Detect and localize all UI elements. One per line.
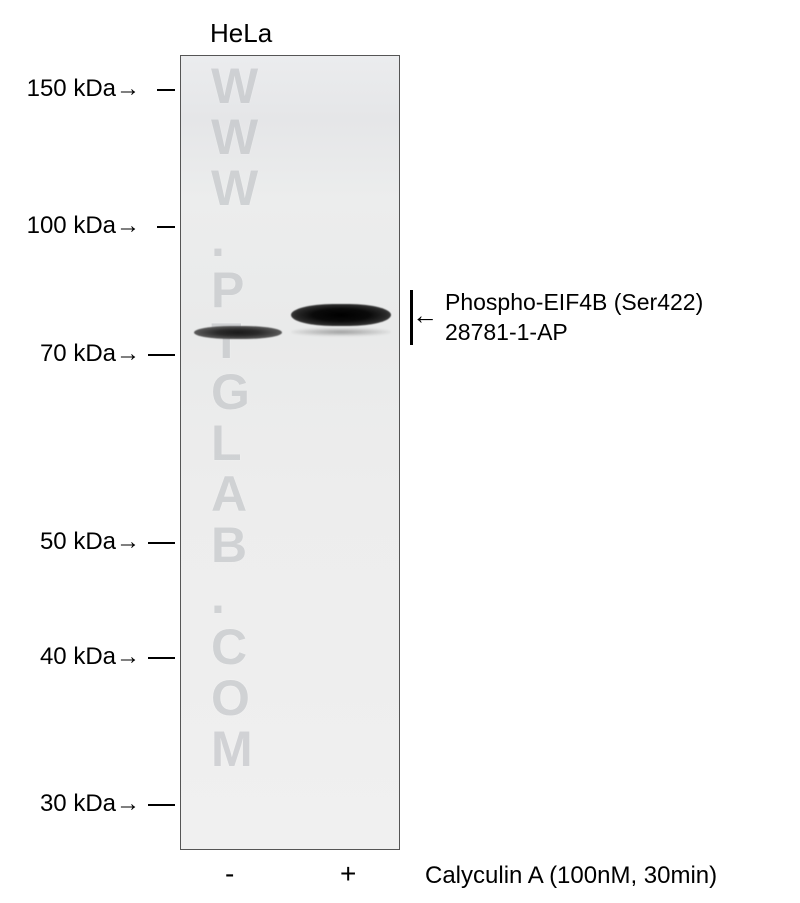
wm-c5: T bbox=[211, 316, 257, 367]
marker-100-text: 100 kDa bbox=[27, 212, 116, 239]
annotation-catalog-line: 28781-1-AP bbox=[445, 318, 703, 348]
band-treated-lane bbox=[291, 304, 391, 326]
marker-50-tick bbox=[148, 542, 175, 544]
wm-c9: B bbox=[211, 520, 257, 571]
marker-30-tick bbox=[148, 804, 175, 806]
band-treated-lane-shadow bbox=[291, 328, 391, 336]
watermark-text: W W W . P T G L A B . C O M bbox=[211, 61, 257, 775]
marker-70-tick bbox=[148, 354, 175, 356]
treatment-label: Calyculin A (100nM, 30min) bbox=[425, 862, 717, 890]
wm-c2: W bbox=[211, 163, 257, 214]
wm-c7: L bbox=[211, 418, 257, 469]
annotation-protein-line: Phospho-EIF4B (Ser422) bbox=[445, 288, 703, 318]
marker-100: 100 kDa→ bbox=[27, 212, 140, 240]
marker-70-text: 70 kDa bbox=[40, 340, 116, 367]
figure-container: HeLa 150 kDa→ 100 kDa→ 70 kDa→ 50 kDa→ 4… bbox=[0, 0, 800, 903]
marker-50-text: 50 kDa bbox=[40, 528, 116, 555]
wm-c13: M bbox=[211, 724, 257, 775]
lane-plus-label: + bbox=[340, 858, 356, 890]
wm-c8: A bbox=[211, 469, 257, 520]
wm-c4: P bbox=[211, 265, 257, 316]
marker-150-tick bbox=[157, 89, 175, 91]
band-untreated-lane bbox=[194, 326, 282, 339]
marker-50: 50 kDa→ bbox=[40, 528, 140, 556]
western-blot-membrane: W W W . P T G L A B . C O M bbox=[180, 55, 400, 850]
marker-150: 150 kDa→ bbox=[27, 75, 140, 103]
cell-line-label: HeLa bbox=[210, 18, 272, 49]
wm-c11: C bbox=[211, 622, 257, 673]
wm-c12: O bbox=[211, 673, 257, 724]
wm-c3: . bbox=[211, 214, 257, 265]
wm-c0: W bbox=[211, 61, 257, 112]
marker-40: 40 kDa→ bbox=[40, 643, 140, 671]
marker-100-tick bbox=[157, 226, 175, 228]
marker-40-tick bbox=[148, 657, 175, 659]
marker-150-text: 150 kDa bbox=[27, 75, 116, 102]
wm-c10: . bbox=[211, 571, 257, 622]
marker-40-text: 40 kDa bbox=[40, 643, 116, 670]
annotation-text: Phospho-EIF4B (Ser422) 28781-1-AP bbox=[445, 288, 703, 348]
wm-c6: G bbox=[211, 367, 257, 418]
marker-30-text: 30 kDa bbox=[40, 790, 116, 817]
wm-c1: W bbox=[211, 112, 257, 163]
lane-minus-label: - bbox=[225, 858, 234, 890]
marker-70: 70 kDa→ bbox=[40, 340, 140, 368]
annotation-arrow-icon: ← bbox=[412, 300, 438, 331]
marker-30: 30 kDa→ bbox=[40, 790, 140, 818]
